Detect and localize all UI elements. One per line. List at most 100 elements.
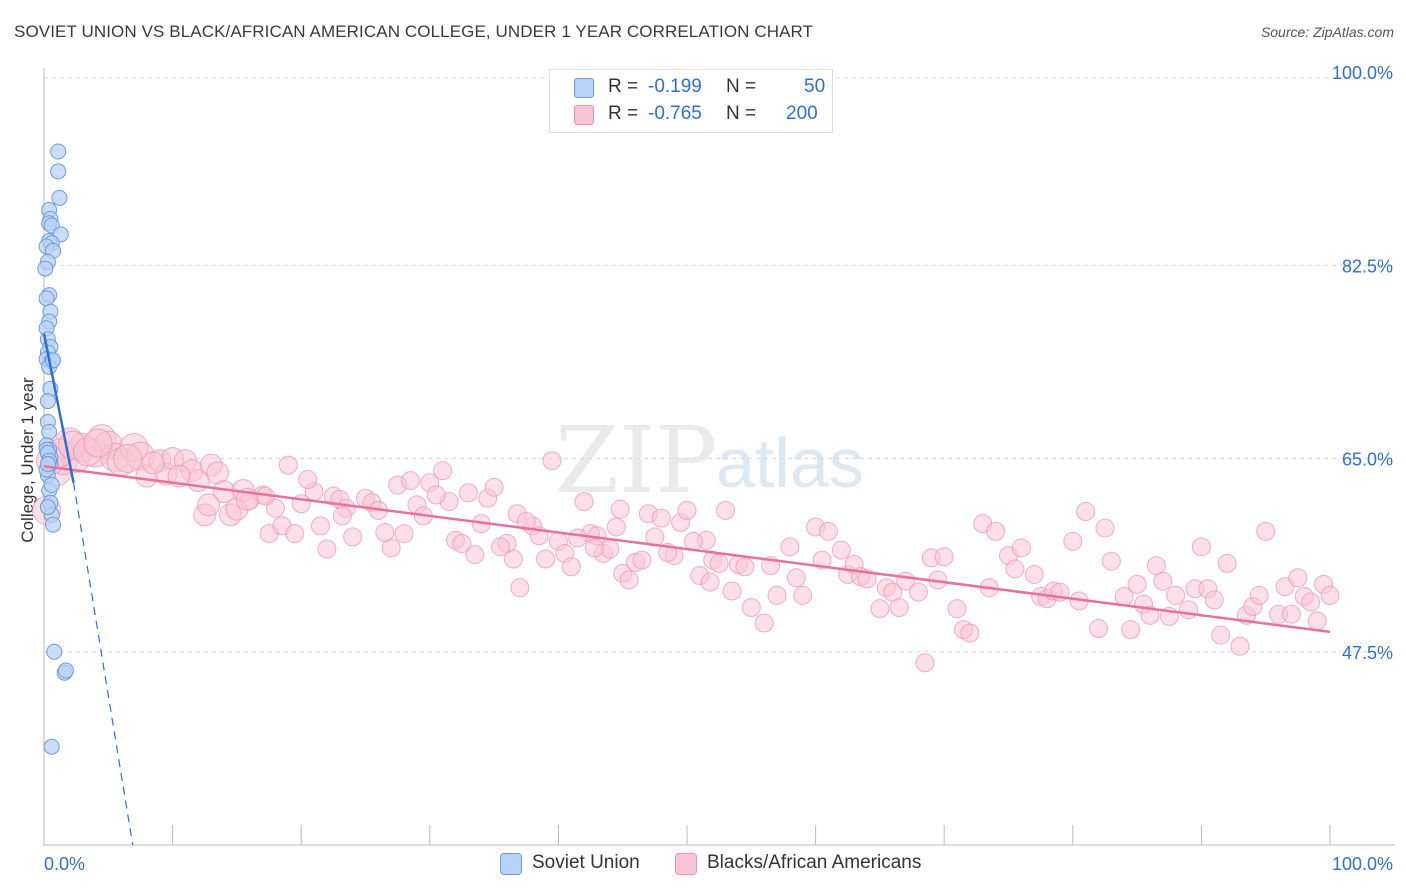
point-blacks-african-americans [141, 451, 165, 475]
point-blacks-african-americans [1121, 620, 1141, 640]
point-blacks-african-americans [1101, 551, 1121, 571]
point-blacks-african-americans [343, 527, 363, 547]
point-blacks-african-americans [735, 557, 755, 577]
point-blacks-african-americans [317, 539, 337, 559]
point-blacks-african-americans [947, 599, 967, 619]
bottom-legend-label: Blacks/African Americans [707, 852, 922, 873]
point-blacks-african-americans [1217, 553, 1237, 573]
point-blacks-african-americans [1301, 592, 1321, 612]
point-blacks-african-americans [1140, 605, 1160, 625]
point-blacks-african-americans [934, 547, 954, 567]
point-soviet-union [57, 662, 74, 679]
point-blacks-african-americans [536, 549, 556, 569]
point-blacks-african-americans [426, 485, 446, 505]
point-blacks-african-americans [1089, 619, 1109, 639]
point-blacks-african-americans [1249, 585, 1269, 605]
point-blacks-african-americans [683, 531, 703, 551]
point-blacks-african-americans [1179, 600, 1199, 620]
point-soviet-union [43, 477, 60, 494]
point-soviet-union [38, 290, 55, 307]
point-blacks-african-americans [1307, 611, 1327, 631]
point-blacks-african-americans [986, 521, 1006, 541]
point-soviet-union [51, 189, 68, 206]
bottom-legend-label: Soviet Union [532, 852, 640, 873]
point-blacks-african-americans [1127, 574, 1147, 594]
point-blacks-african-americans [651, 508, 671, 528]
x-tick-label-max: 100.0% [1332, 854, 1393, 874]
point-blacks-african-americans [510, 578, 530, 598]
point-blacks-african-americans [1063, 531, 1083, 551]
point-blacks-african-americans [1095, 518, 1115, 538]
point-blacks-african-americans [780, 537, 800, 557]
point-blacks-african-americans [741, 598, 761, 618]
point-blacks-african-americans [401, 471, 421, 491]
point-blacks-african-americans [1076, 502, 1096, 522]
point-soviet-union [45, 516, 62, 533]
point-blacks-african-americans [610, 499, 630, 519]
legend-r-value: -0.765 [648, 103, 702, 124]
point-soviet-union [46, 643, 63, 660]
point-blacks-african-americans [716, 500, 736, 520]
point-blacks-african-americans [465, 545, 485, 565]
legend-n-value: 200 [786, 103, 818, 124]
point-blacks-african-americans [1005, 559, 1025, 579]
point-blacks-african-americans [452, 534, 472, 554]
source-label: Source: ZipAtlas.com [1260, 24, 1394, 40]
point-blacks-african-americans [870, 599, 890, 619]
point-blacks-african-americans [857, 569, 877, 589]
point-blacks-african-americans [709, 553, 729, 573]
point-blacks-african-americans [278, 455, 298, 475]
legend-r-label: R = [608, 76, 639, 97]
point-soviet-union [41, 423, 58, 440]
y-tick-label: 47.5% [1342, 643, 1393, 663]
legend-n-label: N = [726, 76, 757, 97]
point-blacks-african-americans [375, 522, 395, 542]
legend-swatch-pink [574, 105, 594, 125]
point-blacks-african-americans [574, 492, 594, 512]
point-blacks-african-americans [561, 557, 581, 577]
legend-n-value: 50 [804, 76, 826, 97]
point-blacks-african-americans [83, 428, 113, 458]
chart-title: SOVIET UNION VS BLACK/AFRICAN AMERICAN C… [14, 22, 814, 41]
point-blacks-african-americans [433, 461, 453, 481]
point-blacks-african-americans [1320, 585, 1340, 605]
point-blacks-african-americans [1024, 564, 1044, 584]
point-blacks-african-americans [812, 550, 832, 570]
point-blacks-african-americans [1153, 571, 1173, 591]
point-blacks-african-americans [516, 511, 536, 531]
point-blacks-african-americans [831, 540, 851, 560]
point-blacks-african-americans [1166, 585, 1186, 605]
correlation-legend: R = -0.199 N = 50 R = -0.765 N = 200 [549, 69, 833, 133]
point-blacks-african-americans [310, 516, 330, 536]
point-blacks-african-americans [915, 653, 935, 673]
point-blacks-african-americans [767, 585, 787, 605]
point-blacks-african-americans [113, 444, 143, 473]
point-blacks-african-americans [632, 550, 652, 570]
point-blacks-african-americans [1230, 636, 1250, 656]
point-soviet-union [43, 738, 60, 755]
point-blacks-african-americans [1191, 537, 1211, 557]
point-soviet-union [39, 499, 56, 516]
point-blacks-african-americans [285, 524, 305, 544]
point-blacks-african-americans [568, 528, 588, 548]
point-blacks-african-americans [484, 477, 504, 497]
point-blacks-african-americans [1204, 590, 1224, 610]
y-tick-label: 65.0% [1342, 450, 1393, 470]
point-blacks-african-americans [818, 521, 838, 541]
point-blacks-african-americans [606, 517, 626, 537]
point-blacks-african-americans [491, 537, 511, 557]
point-soviet-union [39, 393, 56, 410]
point-blacks-african-americans [786, 568, 806, 588]
trendline-soviet-union [42, 333, 75, 484]
point-blacks-african-americans [722, 581, 742, 601]
point-blacks-african-americans [394, 524, 414, 544]
point-blacks-african-americans [754, 613, 774, 633]
point-soviet-union [37, 260, 54, 277]
point-blacks-african-americans [298, 469, 318, 489]
point-blacks-african-americans [1281, 604, 1301, 624]
point-blacks-african-americans [332, 506, 352, 526]
point-blacks-african-americans [677, 500, 697, 520]
trendline-blacks-african-americans [43, 464, 1331, 634]
point-blacks-african-americans [265, 498, 285, 518]
